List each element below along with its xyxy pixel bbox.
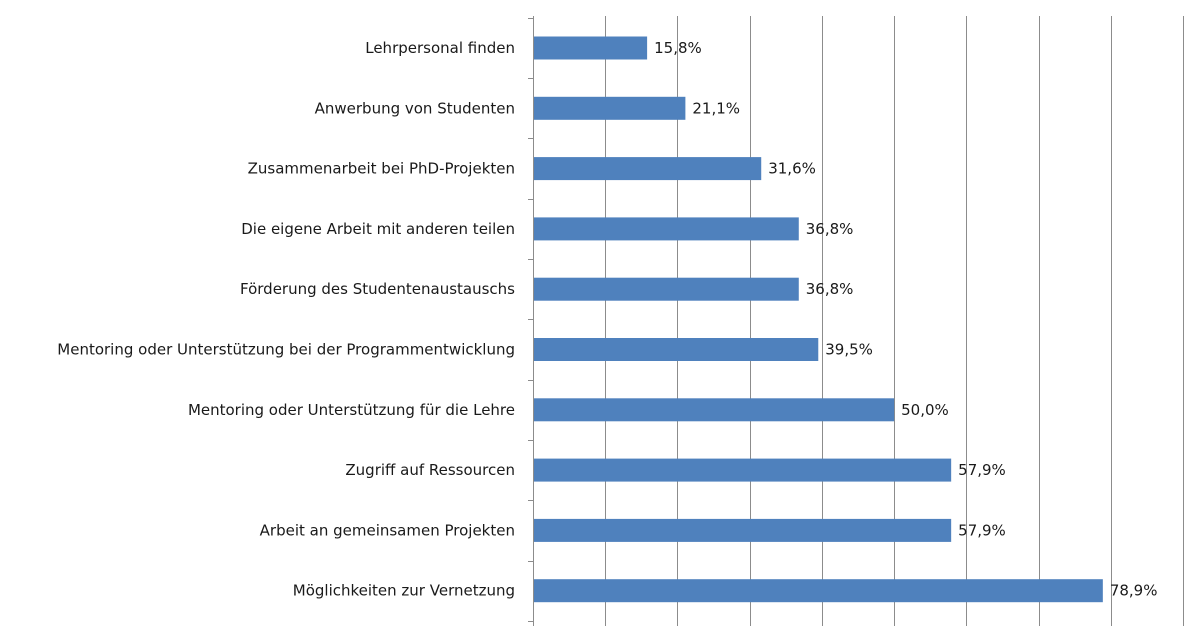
category-label: Zusammenarbeit bei PhD-Projekten xyxy=(248,160,515,178)
data-label: 39,5% xyxy=(825,341,873,359)
category-label: Mentoring oder Unterstützung bei der Pro… xyxy=(57,341,515,359)
bar xyxy=(534,36,648,60)
category-labels: Lehrpersonal finden Anwerbung von Student… xyxy=(57,39,515,600)
bar xyxy=(534,217,799,241)
data-label: 15,8% xyxy=(654,39,702,57)
category-label: Mentoring oder Unterstützung für die Leh… xyxy=(188,401,515,419)
bar xyxy=(534,96,686,120)
category-label: Möglichkeiten zur Vernetzung xyxy=(293,582,515,600)
bar xyxy=(534,277,799,301)
category-label: Anwerbung von Studenten xyxy=(315,99,515,117)
data-label: 78,9% xyxy=(1110,582,1158,600)
data-label: 57,9% xyxy=(958,521,1006,539)
bar xyxy=(534,157,762,181)
category-label: Förderung des Studentenaustauschs xyxy=(240,280,515,298)
bar xyxy=(534,458,952,482)
data-label: 50,0% xyxy=(901,401,949,419)
value-labels: 15,8% 21,1% 31,6% 36,8% 36,8% 39,5% 50,0% 57,9%… xyxy=(654,39,1157,600)
data-label: 36,8% xyxy=(806,280,854,298)
data-label: 31,6% xyxy=(768,160,816,178)
data-label: 21,1% xyxy=(692,99,740,117)
category-label: Lehrpersonal finden xyxy=(365,39,515,57)
bar xyxy=(534,518,952,542)
category-label: Die eigene Arbeit mit anderen teilen xyxy=(241,220,515,238)
bar xyxy=(534,398,895,422)
category-label: Arbeit an gemeinsamen Projekten xyxy=(260,521,515,539)
category-label: Zugriff auf Ressourcen xyxy=(345,461,515,479)
bar xyxy=(534,338,819,361)
data-label: 36,8% xyxy=(806,220,854,238)
data-label: 57,9% xyxy=(958,461,1006,479)
bars xyxy=(534,36,1103,603)
bar xyxy=(534,579,1103,603)
